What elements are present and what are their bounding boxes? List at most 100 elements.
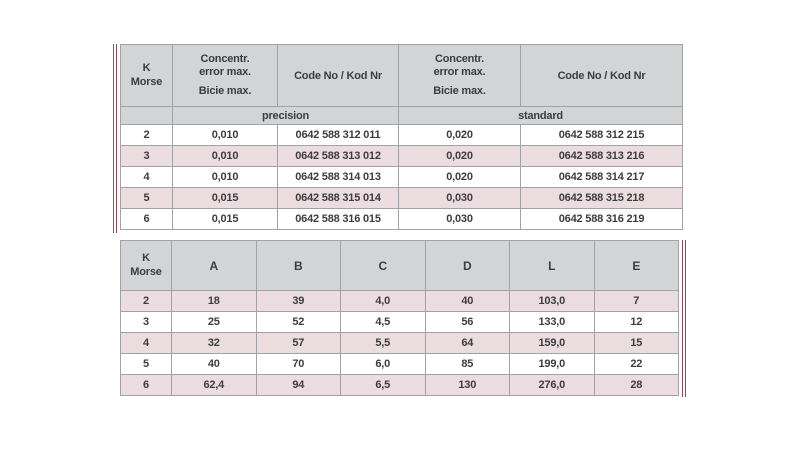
table-row: 3 0,010 0642 588 313 012 0,020 0642 588 … [120, 145, 683, 167]
cell-standard-code: 0642 588 314 217 [520, 166, 683, 188]
column-header-c: C [340, 240, 426, 291]
table-row: 6 0,015 0642 588 316 015 0,030 0642 588 … [120, 208, 683, 230]
precision-code-header: Code No / Kod Nr [277, 44, 399, 107]
cell-a: 62,4 [171, 374, 257, 396]
maroon-accent-line-right [682, 240, 686, 397]
k-header-line1: K [142, 252, 150, 265]
cell-a: 18 [171, 290, 257, 312]
cell-standard-code: 0642 588 313 216 [520, 145, 683, 167]
cell-precision-code: 0642 588 314 013 [277, 166, 399, 188]
table-row: 6 62,4 94 6,5 130 276,0 28 [120, 374, 679, 396]
k-header-line1: K [142, 62, 151, 75]
codes-table-header-row: K Morse Concentr. error max. Bicie max. … [120, 44, 683, 107]
cell-standard-code: 0642 588 315 218 [520, 187, 683, 209]
cell-a: 25 [171, 311, 257, 333]
cell-k: 5 [120, 187, 173, 209]
cell-c: 6,5 [340, 374, 426, 396]
cell-l: 276,0 [509, 374, 595, 396]
cell-precision-code: 0642 588 316 015 [277, 208, 399, 230]
cell-k: 3 [120, 311, 172, 333]
column-header-b: B [255, 240, 341, 291]
cell-l: 159,0 [509, 332, 595, 354]
cell-k: 2 [120, 290, 172, 312]
cell-e: 7 [593, 290, 679, 312]
cell-k: 3 [120, 145, 173, 167]
cell-standard-code: 0642 588 316 219 [520, 208, 683, 230]
cell-k: 4 [120, 166, 173, 188]
standard-code-header: Code No / Kod Nr [520, 44, 683, 107]
cell-precision-code: 0642 588 313 012 [277, 145, 399, 167]
dimensions-header-row: K Morse A B C D L E [120, 240, 679, 291]
cell-b: 70 [255, 353, 341, 375]
cell-c: 6,0 [340, 353, 426, 375]
cell-standard-error: 0,020 [398, 145, 521, 167]
cell-precision-error: 0,010 [172, 145, 278, 167]
standard-section-label: standard [398, 106, 683, 125]
error-header-line3: Bicie max. [198, 85, 252, 98]
column-header-a: A [171, 240, 257, 291]
cell-b: 57 [255, 332, 341, 354]
cell-c: 4,5 [340, 311, 426, 333]
maroon-accent-line-left [113, 44, 117, 233]
cell-precision-code: 0642 588 315 014 [277, 187, 399, 209]
precision-error-header: Concentr. error max. Bicie max. [172, 44, 278, 107]
column-header-l: L [509, 240, 595, 291]
cell-e: 28 [593, 374, 679, 396]
cell-standard-error: 0,030 [398, 187, 521, 209]
cell-k: 5 [120, 353, 172, 375]
cell-e: 12 [593, 311, 679, 333]
cell-d: 130 [424, 374, 510, 396]
k-morse-header: K Morse [120, 240, 172, 291]
column-header-d: D [424, 240, 510, 291]
codes-table: K Morse Concentr. error max. Bicie max. … [120, 44, 683, 230]
cell-b: 52 [255, 311, 341, 333]
cell-standard-code: 0642 588 312 215 [520, 124, 683, 146]
cell-k: 2 [120, 124, 173, 146]
standard-error-header: Concentr. error max. Bicie max. [398, 44, 521, 107]
cell-standard-error: 0,030 [398, 208, 521, 230]
table-row: 5 40 70 6,0 85 199,0 22 [120, 353, 679, 375]
empty-header-cell [120, 106, 173, 125]
cell-precision-error: 0,015 [172, 208, 278, 230]
cell-k: 6 [120, 208, 173, 230]
cell-standard-error: 0,020 [398, 166, 521, 188]
cell-precision-error: 0,015 [172, 187, 278, 209]
cell-k: 6 [120, 374, 172, 396]
k-header-line2: Morse [130, 265, 162, 278]
table-row: 4 32 57 5,5 64 159,0 15 [120, 332, 679, 354]
cell-l: 133,0 [509, 311, 595, 333]
cell-precision-error: 0,010 [172, 124, 278, 146]
cell-a: 32 [171, 332, 257, 354]
table-row: 4 0,010 0642 588 314 013 0,020 0642 588 … [120, 166, 683, 188]
cell-l: 199,0 [509, 353, 595, 375]
cell-e: 22 [593, 353, 679, 375]
k-header-line2: Morse [130, 75, 163, 88]
cell-a: 40 [171, 353, 257, 375]
cell-e: 15 [593, 332, 679, 354]
cell-d: 85 [424, 353, 510, 375]
table-row: 5 0,015 0642 588 315 014 0,030 0642 588 … [120, 187, 683, 209]
cell-l: 103,0 [509, 290, 595, 312]
error-header-line1: Concentr. [435, 53, 484, 66]
k-morse-header: K Morse [120, 44, 173, 107]
error-header-line2: error max. [199, 65, 251, 78]
error-header-line3: Bicie max. [433, 85, 486, 98]
cell-standard-error: 0,020 [398, 124, 521, 146]
cell-b: 39 [255, 290, 341, 312]
table-row: 3 25 52 4,5 56 133,0 12 [120, 311, 679, 333]
codes-table-section-row: precision standard [120, 106, 683, 125]
cell-c: 5,5 [340, 332, 426, 354]
error-header-line1: Concentr. [200, 53, 250, 66]
cell-k: 4 [120, 332, 172, 354]
cell-b: 94 [255, 374, 341, 396]
cell-d: 64 [424, 332, 510, 354]
cell-d: 40 [424, 290, 510, 312]
cell-d: 56 [424, 311, 510, 333]
table-row: 2 18 39 4,0 40 103,0 7 [120, 290, 679, 312]
cell-precision-code: 0642 588 312 011 [277, 124, 399, 146]
error-header-line2: error max. [433, 65, 486, 78]
cell-c: 4,0 [340, 290, 426, 312]
table-row: 2 0,010 0642 588 312 011 0,020 0642 588 … [120, 124, 683, 146]
column-header-e: E [593, 240, 679, 291]
